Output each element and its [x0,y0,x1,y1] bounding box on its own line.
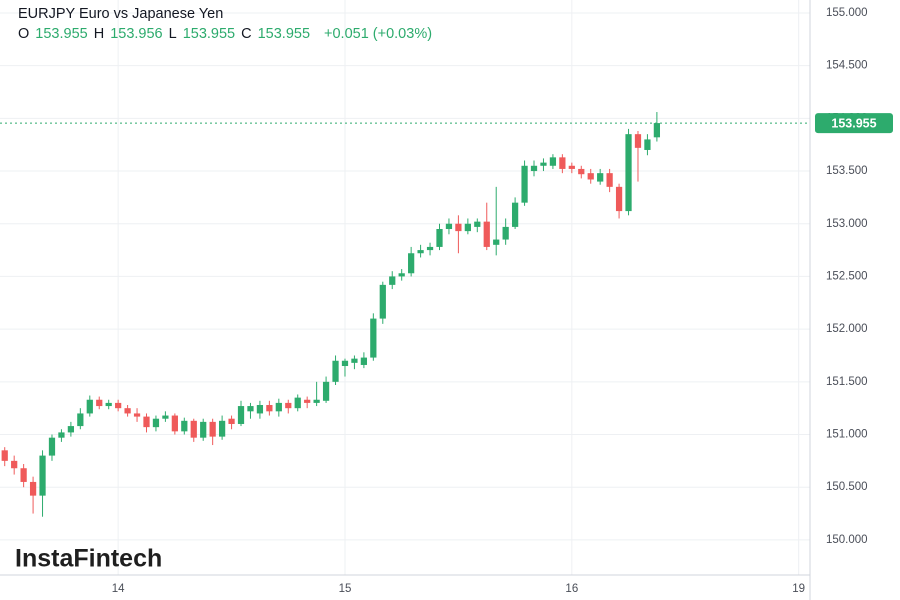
candle-body [209,421,216,437]
candle-body [275,402,282,412]
candle-body [417,250,424,254]
y-tick-label: 151.000 [826,429,868,441]
candle-body [653,123,661,138]
header-value: 153.955 [258,26,310,42]
candle-body [530,165,538,172]
candle-body [408,253,415,274]
last-price-label: 153.955 [831,116,876,130]
candle-body [644,139,651,150]
candle-body [625,134,632,212]
candle-body [171,415,178,432]
header-label: O [18,26,29,42]
candle-body [237,406,245,424]
candle-body [11,460,18,469]
y-tick-label: 153.500 [826,165,868,177]
candle-body [493,239,500,245]
candle-body [247,406,254,412]
candle-body [48,437,56,456]
candle-body [474,221,481,227]
y-tick-label: 150.000 [826,534,868,546]
candle-body [615,186,623,212]
candle-body [351,358,358,363]
candle-body [181,420,188,432]
candle-body [455,223,462,232]
x-tick-label: 19 [792,583,805,595]
candle-body [502,226,509,240]
candle-body [322,381,330,401]
candle-body [162,415,169,419]
candle-body [389,276,396,285]
candle-body [360,357,368,365]
candle-body [568,165,575,169]
y-tick-label: 151.500 [826,376,868,388]
candle-body [228,418,235,424]
y-tick-label: 150.500 [826,481,868,493]
candle-body [115,402,122,409]
candle-body [332,360,339,382]
candle-body [398,273,405,277]
candle-body [96,399,103,407]
y-tick-label: 152.500 [826,270,868,282]
header-value: 153.955 [35,26,87,42]
candle-body [464,223,471,232]
candle-body [285,402,292,409]
x-tick-label: 15 [339,583,352,595]
chart-title: EURJPY Euro vs Japanese Yen [18,6,223,22]
last-price-tag [815,113,893,134]
candle-body [29,481,37,496]
candle-body [426,246,434,251]
candle-body [578,168,585,175]
header-value: +0.051 (+0.03%) [324,26,432,42]
header-value: 153.956 [110,26,162,42]
candle-body [294,397,301,409]
candle-body [483,221,490,247]
candle-body [39,455,46,496]
y-tick-label: 154.500 [826,60,868,72]
candle-body [256,405,264,414]
candle-body [370,318,377,358]
candle-body [143,416,150,428]
candle-body [304,399,311,403]
header-label: C [241,26,251,42]
candle-body [124,408,131,414]
candle-body [58,432,65,438]
candle-body [511,202,519,227]
header-label: L [169,26,177,42]
candle-body [77,413,84,427]
header-label: H [94,26,104,42]
candle-body [606,173,613,187]
candle-body [105,402,112,407]
brand-logo: InstaFintech [15,545,162,573]
candle-body [20,468,27,482]
x-tick-label: 16 [565,583,578,595]
candle-body [67,426,75,433]
candle-body [313,399,320,403]
candle-body [379,284,386,319]
candle-body [559,157,566,169]
y-tick-label: 152.000 [826,323,868,335]
candle-body [549,157,557,166]
candle-body [133,413,141,417]
candle-body [218,420,226,437]
x-tick-label: 14 [112,583,125,595]
y-tick-label: 155.000 [826,7,868,19]
candle-body [200,421,207,438]
candle-body [1,450,8,461]
candle-body [190,420,197,438]
header-value: 153.955 [183,26,235,42]
candle-body [445,223,453,230]
y-tick-label: 153.000 [826,218,868,230]
candle-body [341,360,349,367]
candle-body [436,229,443,247]
candle-body [86,399,93,414]
candle-body [587,173,594,180]
candle-body [634,134,642,148]
candle-body [266,405,273,412]
candle-body [521,165,528,203]
candle-body [540,162,547,166]
candle-body [152,418,160,428]
candle-body [597,173,604,182]
